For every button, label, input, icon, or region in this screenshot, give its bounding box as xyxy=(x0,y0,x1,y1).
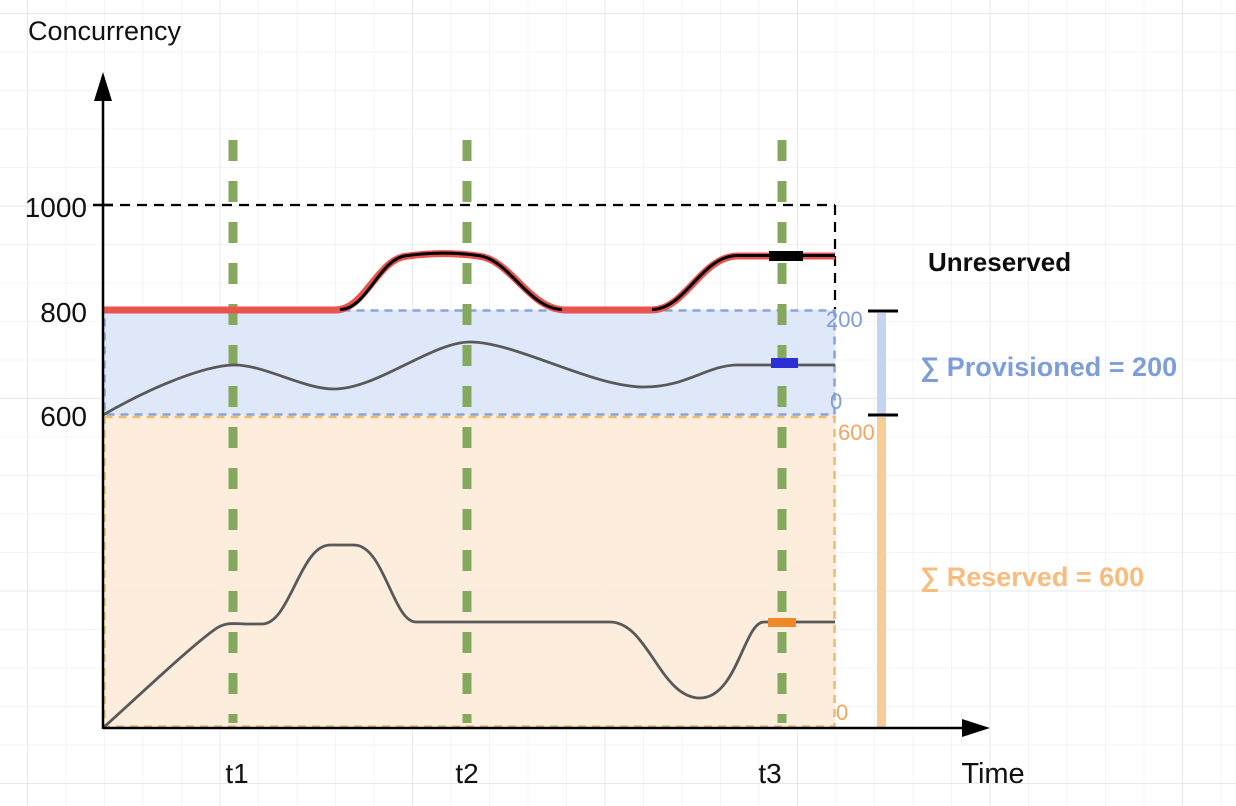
reserved-usage-curve xyxy=(102,543,835,730)
legend-provisioned: ∑ Provisioned = 200 xyxy=(920,352,1178,382)
y-axis-arrow-icon xyxy=(94,72,112,101)
legend-reserved: ∑ Reserved = 600 xyxy=(920,562,1145,592)
y-tick-1000: 1000 xyxy=(24,192,87,223)
x-axis-title: Time xyxy=(961,758,1025,790)
provisioned-scale-max: 200 xyxy=(826,307,863,332)
provisioned-range-bar xyxy=(877,313,886,415)
x-tick-t2: t2 xyxy=(455,758,479,789)
y-axis-title: Concurrency xyxy=(28,16,182,46)
reserved-range-bar xyxy=(877,417,886,727)
reserved-band-border xyxy=(103,415,836,728)
provisioned-usage-curve xyxy=(102,340,835,417)
unreserved-marker xyxy=(769,251,803,261)
reserved-marker xyxy=(768,618,796,627)
unreserved-limit-core-1 xyxy=(339,251,563,311)
reserved-scale-max: 600 xyxy=(838,420,875,445)
reserved-scale-min: 0 xyxy=(836,700,849,725)
unreserved-limit-core-2 xyxy=(651,254,835,311)
x-tick-t3: t3 xyxy=(758,758,782,789)
provisioned-marker xyxy=(771,358,798,368)
y-tick-800: 800 xyxy=(40,297,87,328)
x-tick-t1: t1 xyxy=(225,758,249,789)
x-axis-arrow-icon xyxy=(962,719,990,737)
y-tick-600: 600 xyxy=(40,401,87,432)
provisioned-scale-min: 0 xyxy=(830,389,843,414)
legend-unreserved: Unreserved xyxy=(928,247,1072,277)
